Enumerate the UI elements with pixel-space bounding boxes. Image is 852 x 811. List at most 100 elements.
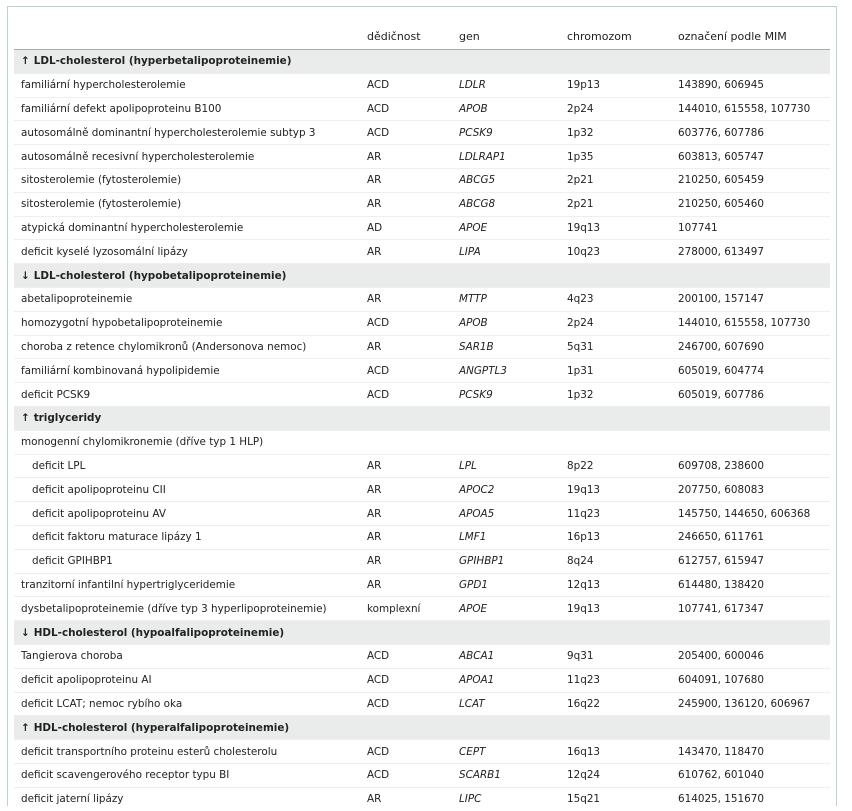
cell-inheritance: AR (360, 191, 452, 217)
cell-name: familiární defekt apolipoproteinu B100 (14, 96, 360, 121)
cell-gene: APOB (452, 96, 560, 121)
cell-mim: 107741 (671, 215, 830, 240)
cell-mim: 205400, 600046 (671, 643, 830, 669)
table-row: deficit jaterní lipázy AR LIPC 15q21 614025,… (14, 786, 830, 811)
cell-inheritance: AR (360, 572, 452, 597)
cell-name: homozygotní hypobetalipoproteinemie (14, 310, 360, 336)
section-title-text: triglyceridy (33, 412, 102, 425)
cell-name: familiární kombinovaná hypolipidemie (14, 358, 360, 383)
cell-name: choroba z retence chylomikronů (Anderson… (14, 334, 360, 359)
cell-gene: LIPC (452, 786, 560, 811)
cell-chromosome: 8p22 (560, 453, 671, 478)
table-frame: dědičnost gen chromozom označení podle M… (7, 6, 837, 811)
table-row: autosomálně dominantní hypercholesterole… (14, 120, 830, 145)
cell-mim: 200100, 157147 (671, 286, 830, 312)
cell-gene: APOA5 (452, 501, 560, 526)
cell-name: sitosterolemie (fytosterolemie) (14, 167, 360, 193)
section-arrow-icon: ↑ (21, 721, 30, 734)
cell-gene: LCAT (452, 691, 560, 716)
cell-mim: 609708, 238600 (671, 453, 830, 478)
cell-name: deficit faktoru maturace lipázy 1 (14, 524, 360, 550)
cell-name: atypická dominantní hypercholesterolemie (14, 215, 360, 240)
header-name (14, 24, 360, 50)
cell-gene: APOE (452, 596, 560, 621)
cell-mim: 143890, 606945 (671, 72, 830, 98)
table-row: deficit LPL AR LPL 8p22 609708, 238600 (14, 453, 830, 478)
cell-inheritance (360, 429, 452, 455)
section-header-row: ↑ HDL-cholesterol (hyperalfalipoproteinem… (14, 715, 830, 740)
cell-name: tranzitorní infantilní hypertriglyceride… (14, 572, 360, 597)
cell-gene: APOE (452, 215, 560, 240)
cell-mim: 604091, 107680 (671, 667, 830, 693)
table-row: tranzitorní infantilní hypertriglyceride… (14, 572, 830, 597)
cell-chromosome: 16q22 (560, 691, 671, 716)
cell-gene: LMF1 (452, 524, 560, 550)
cell-inheritance: AR (360, 167, 452, 193)
cell-mim: 614480, 138420 (671, 572, 830, 597)
header-inheritance: dědičnost (360, 24, 452, 50)
cell-inheritance: AR (360, 239, 452, 264)
cell-gene (452, 429, 560, 455)
cell-gene: ABCG5 (452, 167, 560, 193)
cell-gene: APOB (452, 310, 560, 336)
cell-gene: PCSK9 (452, 120, 560, 145)
cell-inheritance: ACD (360, 382, 452, 407)
cell-inheritance: ACD (360, 310, 452, 336)
cell-name: dysbetalipoproteinemie (dříve typ 3 hype… (14, 596, 360, 621)
table-row: deficit kyselé lyzosomální lipázy AR LIPA 1… (14, 239, 830, 264)
header-mim: označení podle MIM (671, 24, 830, 50)
cell-chromosome: 15q21 (560, 786, 671, 811)
cell-chromosome: 9q31 (560, 643, 671, 669)
cell-inheritance: AD (360, 215, 452, 240)
cell-mim: 207750, 608083 (671, 477, 830, 502)
cell-name: deficit kyselé lyzosomální lipázy (14, 239, 360, 264)
cell-inheritance: AR (360, 501, 452, 526)
cell-gene: ANGPTL3 (452, 358, 560, 383)
table-row: deficit GPIHBP1 AR GPIHBP1 8q24 612757, 6159… (14, 548, 830, 574)
cell-mim: 145750, 144650, 606368 (671, 501, 830, 526)
cell-mim: 603813, 605747 (671, 144, 830, 169)
cell-chromosome: 16p13 (560, 524, 671, 550)
table-row: sitosterolemie (fytosterolemie) AR ABCG8 2p… (14, 191, 830, 217)
table-row: dysbetalipoproteinemie (dříve typ 3 hype… (14, 596, 830, 621)
cell-chromosome: 1p32 (560, 382, 671, 407)
table-row: choroba z retence chylomikronů (Anderson… (14, 334, 830, 359)
table-row: abetalipoproteinemie AR MTTP 4q23 200100, 15… (14, 286, 830, 312)
cell-gene: APOA1 (452, 667, 560, 693)
cell-gene: ABCA1 (452, 643, 560, 669)
cell-name: deficit apolipoproteinu CII (14, 477, 360, 502)
section-title: ↓ HDL-cholesterol (hypoalfalipoproteinemi… (14, 620, 830, 645)
cell-name: deficit PCSK9 (14, 382, 360, 407)
cell-inheritance: ACD (360, 667, 452, 693)
table-row: familiární kombinovaná hypolipidemie ACD A… (14, 358, 830, 383)
section-header-row: ↑ LDL-cholesterol (hyperbetalipoproteinem… (14, 49, 830, 74)
cell-gene: APOC2 (452, 477, 560, 502)
table-row: homozygotní hypobetalipoproteinemie ACD AP… (14, 310, 830, 336)
section-title: ↓ LDL-cholesterol (hypobetalipoproteinemi… (14, 263, 830, 288)
cell-mim: 246700, 607690 (671, 334, 830, 359)
section-header-row: ↑ triglyceridy (14, 405, 830, 431)
section-title: ↑ triglyceridy (14, 405, 830, 431)
table-row: familiární hypercholesterolemie ACD LDLR 19… (14, 72, 830, 98)
cell-inheritance: AR (360, 786, 452, 811)
header-chromosome: chromozom (560, 24, 671, 50)
cell-chromosome: 2p21 (560, 191, 671, 217)
cell-gene: CEPT (452, 739, 560, 764)
cell-chromosome: 4q23 (560, 286, 671, 312)
section-arrow-icon: ↑ (21, 55, 30, 68)
cell-name: deficit LCAT; nemoc rybího oka (14, 691, 360, 716)
cell-name: Tangierova choroba (14, 643, 360, 669)
cell-mim: 210250, 605459 (671, 167, 830, 193)
section-title: ↑ LDL-cholesterol (hyperbetalipoproteinem… (14, 49, 830, 74)
cell-name: autosomálně dominantní hypercholesterole… (14, 120, 360, 145)
cell-inheritance: ACD (360, 120, 452, 145)
table-row: deficit apolipoproteinu AV AR APOA5 11q23 14… (14, 501, 830, 526)
cell-gene: MTTP (452, 286, 560, 312)
cell-inheritance: ACD (360, 739, 452, 764)
cell-chromosome: 2p24 (560, 310, 671, 336)
cell-gene: SAR1B (452, 334, 560, 359)
cell-mim: 144010, 615558, 107730 (671, 310, 830, 336)
table-row: atypická dominantní hypercholesterolemie… (14, 215, 830, 240)
table-body: ↑ LDL-cholesterol (hyperbetalipoproteinem… (14, 49, 830, 811)
section-arrow-icon: ↓ (21, 626, 30, 639)
